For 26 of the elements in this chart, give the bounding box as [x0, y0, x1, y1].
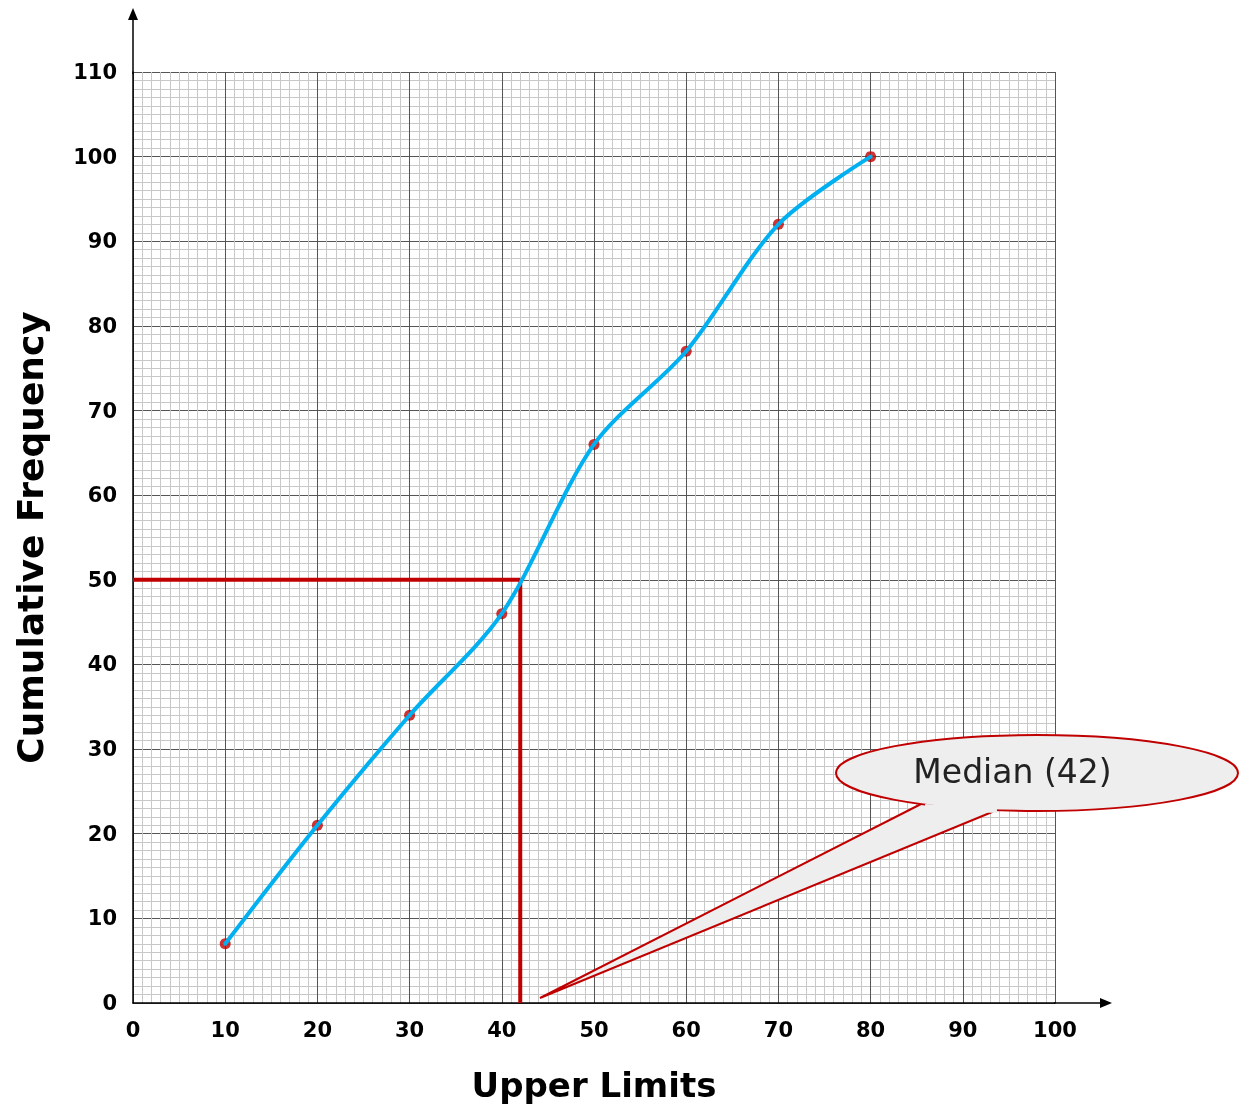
- y-tick-label: 20: [87, 821, 117, 846]
- y-tick-label: 90: [87, 229, 117, 254]
- x-tick-label: 50: [579, 1017, 609, 1042]
- x-tick-label: 0: [125, 1017, 141, 1042]
- x-tick-label: 40: [487, 1017, 517, 1042]
- annotation: Median (42): [912, 752, 1113, 791]
- y-tick-label: 80: [87, 313, 117, 338]
- x-tick-label: 100: [1033, 1017, 1077, 1042]
- y-tick-label: 0: [102, 991, 117, 1015]
- x-tick-label: 80: [855, 1017, 886, 1042]
- y-tick-label: 40: [87, 652, 117, 677]
- y-axis-title: Cumulative Frequency: [9, 311, 51, 764]
- y-tick-label: 50: [87, 567, 117, 592]
- y-tick-label: 10: [87, 906, 117, 931]
- x-tick-label: 90: [948, 1017, 978, 1042]
- y-tick-label: 70: [87, 398, 117, 423]
- y-tick-label: 60: [87, 483, 117, 508]
- x-tick-label: 70: [763, 1017, 794, 1042]
- y-tick-label: 110: [73, 60, 117, 84]
- x-axis-title: Upper Limits: [471, 1065, 717, 1105]
- y-tick-label: 30: [87, 737, 117, 762]
- y-tick-label: 100: [73, 144, 117, 169]
- x-tick-label: 20: [302, 1017, 333, 1042]
- x-tick-label: 30: [394, 1017, 425, 1042]
- x-tick-label: 60: [671, 1017, 701, 1042]
- x-tick-label: 10: [210, 1017, 240, 1042]
